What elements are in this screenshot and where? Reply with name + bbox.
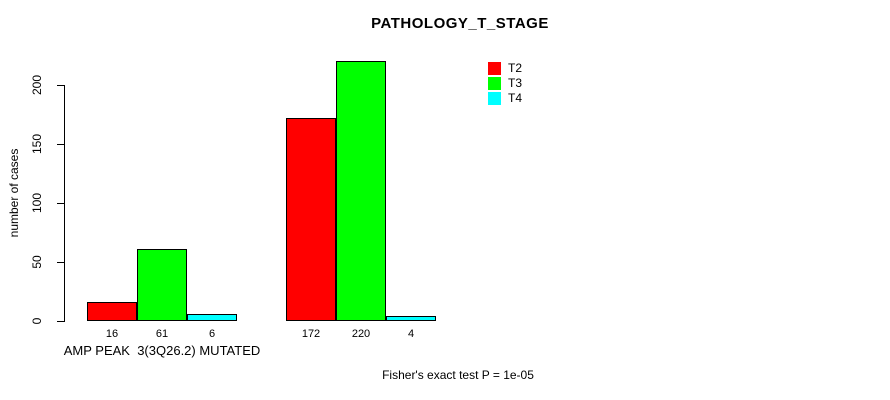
legend: T2 T3 T4 — [488, 62, 522, 107]
bar-t2-group1 — [87, 302, 137, 321]
y-axis-tick-label: 100 — [30, 192, 44, 214]
bar-t3-group1 — [137, 249, 187, 321]
legend-swatch-t4 — [488, 92, 501, 105]
legend-label: T3 — [508, 76, 523, 90]
bar-t2-group2 — [286, 118, 336, 321]
y-axis-tick — [57, 321, 64, 322]
y-axis-tick-label: 200 — [30, 74, 44, 96]
legend-swatch-t3 — [488, 77, 501, 90]
y-axis-tick — [57, 85, 64, 86]
legend-label: T4 — [508, 91, 523, 105]
legend-swatch-t2 — [488, 62, 501, 75]
y-axis-line — [64, 85, 65, 322]
bar-value-label: 220 — [351, 328, 371, 340]
y-axis-tick-label: 150 — [30, 133, 44, 155]
y-axis-tick — [57, 262, 64, 263]
bar-t4-group2 — [386, 316, 436, 321]
fisher-test-note: Fisher's exact test P = 1e-05 — [382, 368, 534, 382]
legend-item-t4: T4 — [488, 92, 522, 105]
bar-t3-group2 — [336, 61, 386, 321]
bar-t4-group1 — [187, 314, 237, 321]
y-axis-tick-label: 50 — [30, 255, 44, 269]
legend-item-t3: T3 — [488, 77, 522, 90]
bar-value-label: 16 — [105, 328, 119, 340]
x-axis-group-label: AMP PEAK 3(3Q26.2) MUTATED — [63, 343, 261, 358]
chart-title: PATHOLOGY_T_STAGE — [371, 15, 549, 32]
y-axis-tick-label: 0 — [30, 317, 44, 325]
y-axis-label: number of cases — [7, 148, 21, 238]
y-axis-tick — [57, 144, 64, 145]
bar-value-label: 6 — [208, 328, 216, 340]
bar-value-label: 172 — [301, 328, 321, 340]
bar-value-label: 61 — [155, 328, 169, 340]
legend-label: T2 — [508, 61, 523, 75]
legend-item-t2: T2 — [488, 62, 522, 75]
y-axis-tick — [57, 203, 64, 204]
bar-value-label: 4 — [407, 328, 415, 340]
